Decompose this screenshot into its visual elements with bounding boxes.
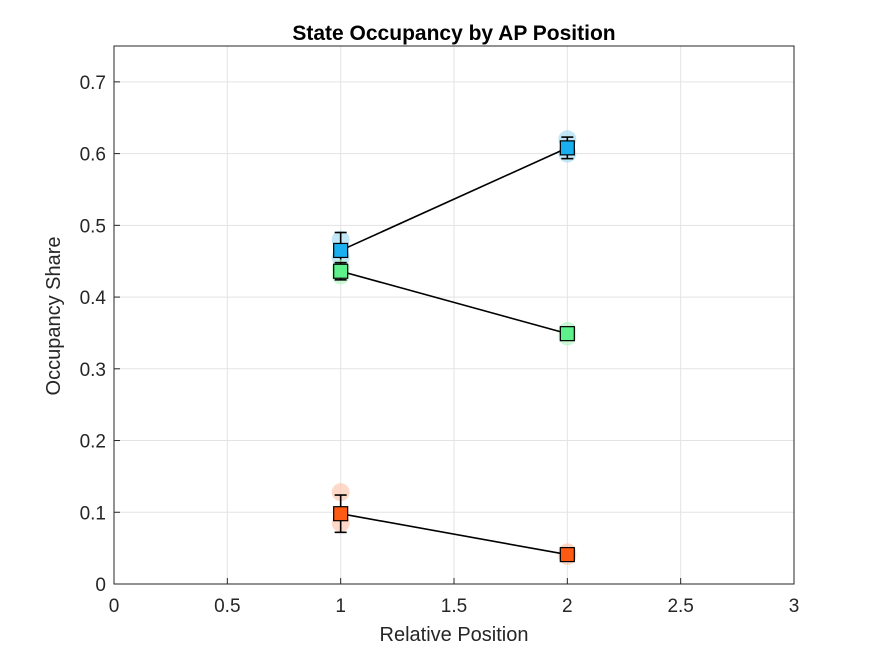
mean-marker	[333, 242, 349, 259]
chart-title: State Occupancy by AP Position	[292, 22, 615, 45]
mean-marker	[559, 546, 575, 563]
mean-marker	[333, 263, 349, 279]
x-tick-label: 0	[109, 596, 120, 617]
series-line	[340, 147, 568, 252]
mean-marker	[333, 506, 349, 522]
x-tick-label: 1.5	[441, 596, 467, 617]
individual-point	[331, 483, 350, 502]
axis-ticks: 0 0.5 1 1.5 2 2.5 3 0 0.1 0.2 0.3 0.4 0.5 0.6 0.7	[80, 73, 800, 617]
x-axis-label: Relative Position	[380, 624, 529, 646]
x-tick-label: 2.5	[667, 596, 693, 617]
y-tick-label: 0.7	[80, 73, 106, 94]
series-3	[331, 483, 577, 566]
series-2	[331, 259, 577, 346]
series-line	[340, 270, 568, 335]
x-tick-label: 1	[335, 596, 346, 617]
x-tick-label: 2	[562, 596, 573, 617]
grid	[113, 46, 795, 585]
series-line	[340, 512, 568, 556]
x-tick-label: 0.5	[214, 596, 240, 617]
mean-marker	[559, 326, 575, 342]
series-layer	[331, 130, 577, 566]
y-tick-label: 0.1	[80, 503, 106, 524]
y-axis-label: Occupancy Share	[43, 237, 65, 396]
y-tick-label: 0.6	[80, 145, 106, 166]
x-tick-label: 3	[789, 596, 800, 617]
y-tick-label: 0.4	[80, 288, 107, 309]
y-tick-label: 0	[95, 575, 106, 596]
y-tick-label: 0.5	[80, 216, 106, 237]
y-tick-label: 0.3	[80, 360, 106, 381]
mean-marker	[559, 140, 575, 156]
y-tick-label: 0.2	[80, 432, 106, 453]
